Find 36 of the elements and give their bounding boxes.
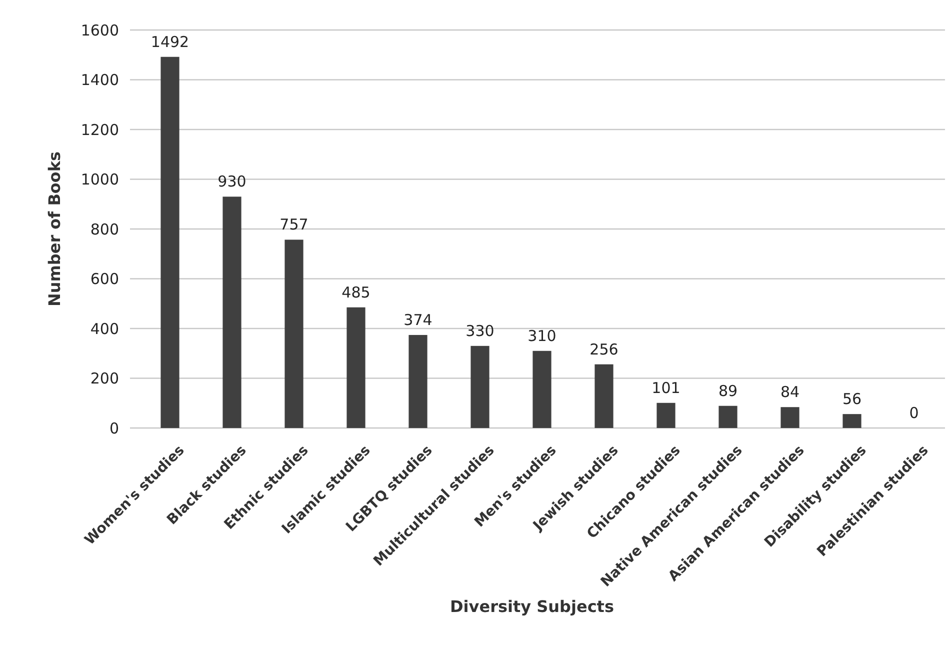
data-label: 374 [404,310,432,329]
y-tick-label: 600 [90,270,119,288]
y-tick-label: 0 [109,419,119,438]
bar [160,56,180,428]
data-label: 256 [590,340,618,358]
bar [222,196,242,428]
bar [780,407,800,428]
data-label: 310 [528,326,556,345]
y-tick-label: 1200 [80,120,119,139]
y-tick-label: 800 [90,220,119,238]
bar [346,307,366,428]
bar [842,414,862,428]
data-label: 0 [909,404,919,422]
data-label: 485 [342,283,370,302]
data-label: 84 [780,383,800,402]
y-tick-label: 200 [90,370,119,388]
y-tick-label: 400 [90,320,119,338]
bar [284,240,304,428]
data-label: 330 [466,322,494,340]
y-tick-label: 1600 [80,21,119,40]
bar [470,346,490,428]
data-label: 1492 [150,32,190,51]
bar [718,406,738,428]
y-axis-title: Number of Books [45,151,64,307]
y-tick-label: 1000 [80,170,119,188]
data-label: 89 [718,382,738,400]
x-axis-title: Diversity Subjects [450,597,614,616]
data-label: 757 [280,216,308,234]
bar [594,364,614,428]
bar [408,334,428,428]
bar [656,402,676,428]
data-label: 56 [842,390,862,408]
data-label: 930 [218,172,246,191]
y-tick-label: 1400 [80,71,119,89]
bar [532,350,552,428]
data-label: 101 [652,378,680,397]
